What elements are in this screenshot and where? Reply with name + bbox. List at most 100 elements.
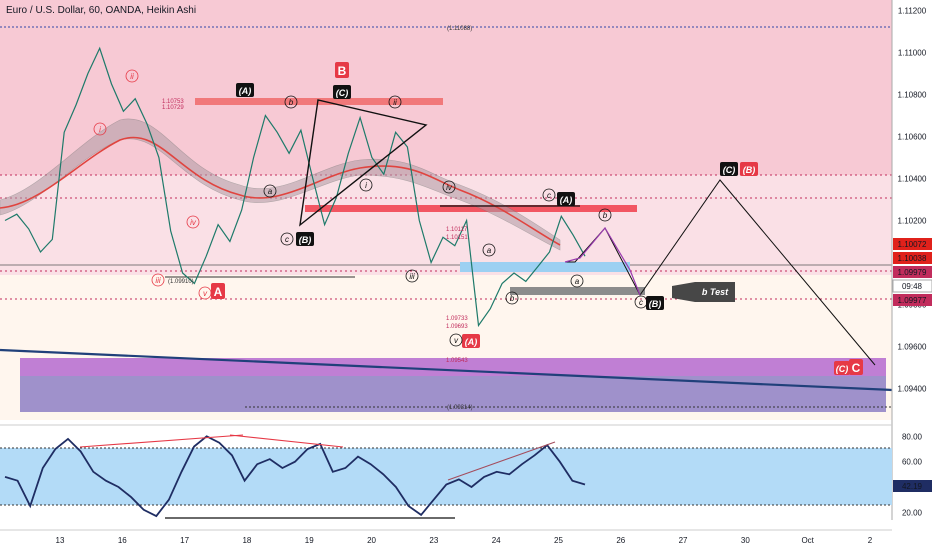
fib-low-1: 1.09733 (446, 316, 468, 322)
svg-text:b: b (289, 98, 294, 107)
divergence-line-3 (447, 441, 556, 481)
y-tick-label: 1.10600 (898, 133, 927, 142)
wave-a-box: A (214, 285, 223, 299)
price-badge-level-b (893, 294, 932, 306)
oscillator-tick-label: 80.00 (902, 432, 923, 441)
oscillator-band (0, 448, 892, 505)
fib-left-2: 1.10729 (162, 105, 184, 111)
label-A-top: (A) (239, 86, 252, 96)
x-tick-label: 20 (367, 536, 376, 545)
b-test-callout (672, 282, 735, 302)
svg-text:i: i (365, 181, 367, 190)
wave-labels: B A C (A) (C) (B) (A) (B) (C) (B) (A) (C… (93, 62, 863, 375)
wave-c-box: C (852, 361, 861, 375)
chart-title: Euro / U.S. Dollar, 60, OANDA, Heikin As… (6, 5, 196, 16)
oscillator-tick-label: 20.00 (902, 508, 923, 517)
label-A-low: (A) (465, 337, 478, 347)
label-B-proj: (B) (743, 165, 756, 175)
x-tick-label: 2 (868, 536, 873, 545)
y-tick-label: 1.10800 (898, 91, 927, 100)
svg-text:a: a (487, 246, 492, 255)
x-tick-label: 19 (305, 536, 314, 545)
x-tick-label: 30 (741, 536, 750, 545)
oscillator-tick-label: 60.00 (902, 458, 923, 467)
x-tick-label: 13 (56, 536, 65, 545)
label-B-right: (B) (649, 299, 662, 309)
label-B-left: (B) (299, 235, 312, 245)
projection-path (565, 179, 876, 366)
svg-text:1.10038: 1.10038 (898, 254, 927, 263)
svg-text:iii: iii (155, 276, 161, 285)
fib-mid-1: 1.10117 (446, 227, 468, 233)
y-tick-label: 1.10400 (898, 175, 927, 184)
resistance-zone-top (0, 0, 892, 175)
svg-text:i: i (99, 125, 101, 134)
y-tick-label: 1.09400 (898, 385, 927, 394)
svg-text:iii: iii (409, 272, 415, 281)
x-tick-label: 24 (492, 536, 501, 545)
label-C-top: (C) (336, 88, 349, 98)
blue-zone (460, 262, 630, 272)
resistance-bar-1 (195, 98, 443, 105)
svg-text:iv: iv (190, 218, 197, 227)
svg-text:v: v (454, 336, 459, 345)
triangle-pattern (299, 99, 428, 227)
oscillator-axis-ticks: 80.00 60.00 20.00 (902, 432, 923, 517)
countdown-badge (892, 279, 932, 293)
x-tick-label: Oct (801, 536, 814, 545)
projection-path-purple (564, 226, 641, 296)
price-badge-level-a (893, 266, 932, 278)
svg-text:c: c (547, 191, 551, 200)
y-tick-label: 1.09600 (898, 343, 927, 352)
svg-text:a: a (575, 277, 580, 286)
label-C-proj: (C) (723, 165, 736, 175)
x-tick-label: 23 (429, 536, 438, 545)
svg-text:c: c (639, 298, 643, 307)
svg-text:ii: ii (393, 98, 397, 107)
svg-text:42.19: 42.19 (902, 482, 923, 491)
svg-text:ii: ii (130, 72, 134, 81)
svg-text:iv: iv (446, 183, 453, 192)
b-test-label: b Test (702, 287, 729, 297)
resistance-bar-2 (305, 205, 637, 212)
fib-low-2: 1.09693 (446, 324, 468, 330)
svg-text:1.09979: 1.09979 (898, 268, 927, 277)
fib-mid-2: 1.10151 (446, 235, 468, 241)
svg-text:1.10072: 1.10072 (898, 240, 927, 249)
x-tick-label: 25 (554, 536, 563, 545)
svg-text:c: c (285, 235, 289, 244)
fib-left-1: 1.10753 (162, 99, 184, 105)
svg-text:b: b (603, 211, 608, 220)
divergence-line-2 (229, 434, 344, 448)
time-axis-ticks: 13 16 17 18 19 20 23 24 25 26 27 30 Oct 2 (56, 536, 873, 545)
svg-text:09:48: 09:48 (902, 282, 923, 291)
dotted-levels (0, 174, 892, 300)
oscillator-value-badge (893, 480, 932, 492)
label-C-final: (C) (836, 364, 849, 374)
ema-line (0, 136, 561, 246)
bottom-level-label: (1.09314) (447, 405, 473, 411)
svg-text:v: v (203, 289, 208, 298)
wave-b-box: B (338, 64, 347, 78)
price-badge-high (893, 252, 932, 264)
oscillator-series (4, 435, 586, 518)
x-tick-label: 18 (242, 536, 251, 545)
fib-low-3: 1.09543 (446, 358, 468, 364)
label-A-right: (A) (560, 195, 573, 205)
divergence-line-1 (79, 434, 244, 448)
price-series (4, 46, 586, 328)
b-test-zone (510, 287, 645, 295)
x-tick-label: 26 (616, 536, 625, 545)
target-zone-upper (20, 358, 886, 376)
low-level-label: (1.09910) (168, 279, 194, 285)
top-level-label: (1.11088) (447, 26, 472, 32)
svg-text:1.09977: 1.09977 (898, 296, 927, 305)
price-badge-current (893, 238, 932, 250)
x-tick-label: 17 (180, 536, 189, 545)
y-tick-label: 1.11000 (898, 49, 927, 58)
svg-text:a: a (268, 187, 273, 196)
y-tick-label: 1.10200 (898, 217, 927, 226)
y-tick-label: 1.11200 (898, 7, 927, 16)
